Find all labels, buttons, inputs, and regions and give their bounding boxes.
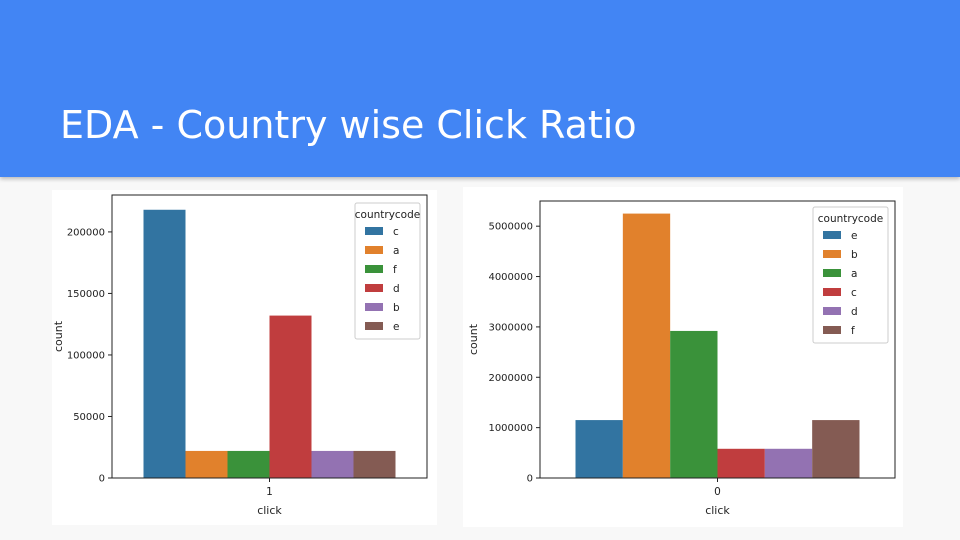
y-tick-label: 150000 bbox=[67, 289, 105, 300]
bar-f bbox=[227, 450, 270, 478]
bar-d bbox=[764, 448, 813, 478]
x-tick-label: 1 bbox=[266, 486, 273, 498]
bar-e bbox=[575, 420, 623, 478]
bar-e bbox=[353, 450, 396, 478]
legend-label-e: e bbox=[851, 230, 857, 242]
y-tick-label: 100000 bbox=[67, 350, 105, 361]
bar-chart-click-1: 0 50000 100000 150000 200000 1 click count count… bbox=[52, 194, 428, 517]
legend-label-e: e bbox=[393, 321, 399, 333]
y-tick-label: 0 bbox=[99, 474, 105, 485]
legend-swatch-c bbox=[365, 227, 383, 235]
bar-f bbox=[812, 420, 860, 478]
legend-swatch-a bbox=[365, 246, 383, 254]
legend-label-b: b bbox=[851, 249, 858, 261]
bar-c bbox=[143, 209, 186, 479]
y-axis-label: count bbox=[467, 323, 480, 355]
legend-swatch-b bbox=[823, 250, 841, 258]
legend-swatch-e bbox=[365, 322, 383, 330]
slide-title: EDA - Country wise Click Ratio bbox=[60, 103, 637, 147]
y-tick-label: 5000000 bbox=[488, 222, 533, 233]
bar-d bbox=[269, 315, 312, 478]
y-tick-label: 0 bbox=[527, 474, 533, 485]
legend-label-f: f bbox=[851, 325, 855, 337]
legend-swatch-d bbox=[823, 307, 841, 315]
legend-title: countrycode bbox=[355, 209, 420, 221]
slide-header: EDA - Country wise Click Ratio bbox=[0, 0, 960, 177]
legend-title: countrycode bbox=[818, 213, 883, 225]
bar-chart-click-0: 0 1000000 2000000 3000000 4000000 5000000 0 cli… bbox=[467, 200, 896, 517]
y-tick-label: 200000 bbox=[67, 227, 105, 238]
chart-panel-click-1: 0 50000 100000 150000 200000 1 click count count… bbox=[52, 190, 437, 525]
y-tick-label: 1000000 bbox=[488, 423, 533, 434]
x-axis-label: click bbox=[257, 504, 282, 517]
bar-b bbox=[622, 213, 671, 478]
legend-label-f: f bbox=[393, 264, 397, 276]
legend-label-d: d bbox=[393, 283, 400, 295]
legend-swatch-b bbox=[365, 303, 383, 311]
bar-a bbox=[185, 450, 228, 478]
legend-label-b: b bbox=[393, 302, 400, 314]
y-tick-label: 50000 bbox=[73, 412, 105, 423]
legend-swatch-c bbox=[823, 288, 841, 296]
y-tick-label: 2000000 bbox=[488, 373, 533, 384]
y-tick-label: 3000000 bbox=[488, 322, 533, 333]
legend-swatch-d bbox=[365, 284, 383, 292]
bar-a bbox=[670, 330, 718, 478]
bar-c bbox=[717, 448, 765, 478]
legend-swatch-a bbox=[823, 269, 841, 277]
legend-label-c: c bbox=[393, 226, 399, 238]
legend-label-a: a bbox=[393, 245, 399, 257]
x-axis-label: click bbox=[705, 504, 730, 517]
chart-panel-click-0: 0 1000000 2000000 3000000 4000000 5000000 0 cli… bbox=[463, 187, 903, 527]
bar-b bbox=[311, 450, 354, 478]
legend-label-d: d bbox=[851, 306, 858, 318]
x-tick-label: 0 bbox=[714, 486, 721, 498]
legend-label-a: a bbox=[851, 268, 857, 280]
y-axis-label: count bbox=[52, 320, 65, 352]
legend-label-c: c bbox=[851, 287, 857, 299]
legend-box bbox=[354, 202, 421, 340]
legend-swatch-f bbox=[365, 265, 383, 273]
legend-swatch-e bbox=[823, 231, 841, 239]
y-tick-label: 4000000 bbox=[488, 272, 533, 283]
legend-swatch-f bbox=[823, 326, 841, 334]
